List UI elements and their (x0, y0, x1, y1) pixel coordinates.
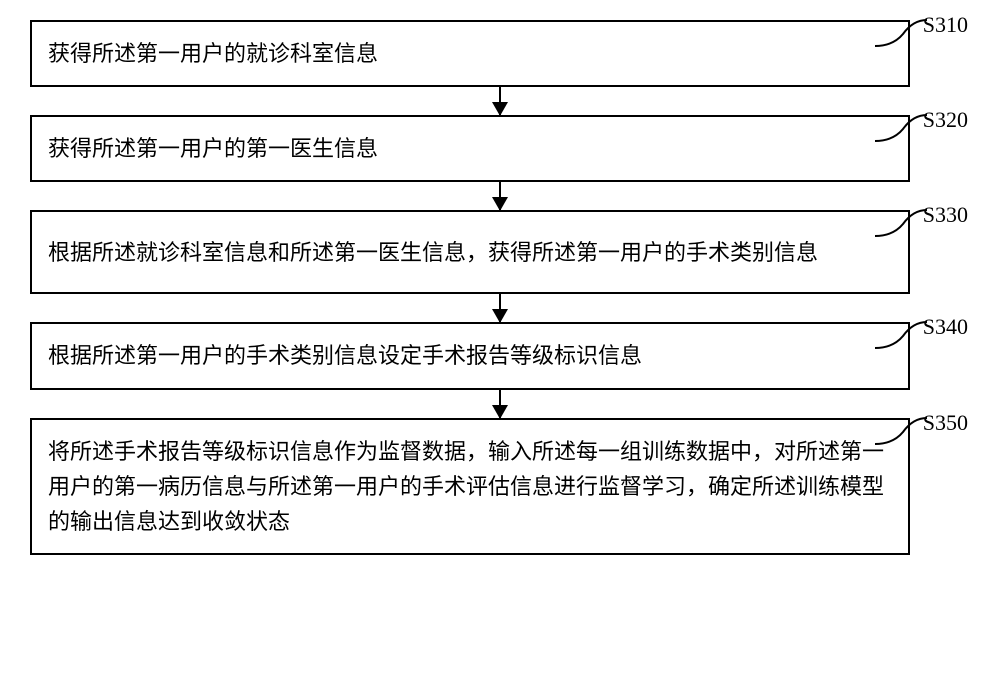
connector-curve-icon (875, 320, 930, 352)
step-s320-text: 获得所述第一用户的第一医生信息 (48, 131, 378, 166)
step-s330-text: 根据所述就诊科室信息和所述第一医生信息，获得所述第一用户的手术类别信息 (48, 235, 818, 270)
step-s310-label: S310 (923, 12, 968, 38)
flowchart-container: 获得所述第一用户的就诊科室信息 S310 获得所述第一用户的第一医生信息 S32… (30, 20, 970, 555)
step-s340-box: 根据所述第一用户的手术类别信息设定手术报告等级标识信息 (30, 322, 910, 389)
connector-curve-icon (875, 416, 930, 448)
step-s340-container: 根据所述第一用户的手术类别信息设定手术报告等级标识信息 S340 (30, 322, 970, 389)
connector-curve-icon (875, 208, 930, 240)
arrow-down-icon (499, 294, 501, 322)
arrow-4-wrapper (60, 390, 940, 418)
step-s350-box: 将所述手术报告等级标识信息作为监督数据，输入所述每一组训练数据中，对所述第一用户… (30, 418, 910, 556)
step-s350-connector: S350 (880, 418, 970, 448)
step-s330-connector: S330 (880, 210, 970, 240)
arrow-2-wrapper (60, 182, 940, 210)
step-s310-box: 获得所述第一用户的就诊科室信息 (30, 20, 910, 87)
step-s310-text: 获得所述第一用户的就诊科室信息 (48, 36, 378, 71)
step-s330-box: 根据所述就诊科室信息和所述第一医生信息，获得所述第一用户的手术类别信息 (30, 210, 910, 294)
step-s340-label: S340 (923, 314, 968, 340)
step-s350-text: 将所述手术报告等级标识信息作为监督数据，输入所述每一组训练数据中，对所述第一用户… (48, 434, 892, 540)
arrow-down-icon (499, 390, 501, 418)
step-s350-label: S350 (923, 410, 968, 436)
arrow-down-icon (499, 182, 501, 210)
arrow-3-wrapper (60, 294, 940, 322)
step-s310-container: 获得所述第一用户的就诊科室信息 S310 (30, 20, 970, 87)
step-s310-connector: S310 (880, 20, 970, 50)
step-s320-connector: S320 (880, 115, 970, 145)
step-s340-connector: S340 (880, 322, 970, 352)
connector-curve-icon (875, 18, 930, 50)
step-s330-container: 根据所述就诊科室信息和所述第一医生信息，获得所述第一用户的手术类别信息 S330 (30, 210, 970, 294)
step-s320-container: 获得所述第一用户的第一医生信息 S320 (30, 115, 970, 182)
step-s320-box: 获得所述第一用户的第一医生信息 (30, 115, 910, 182)
step-s330-label: S330 (923, 202, 968, 228)
step-s340-text: 根据所述第一用户的手术类别信息设定手术报告等级标识信息 (48, 338, 642, 373)
step-s320-label: S320 (923, 107, 968, 133)
arrow-down-icon (499, 87, 501, 115)
arrow-1-wrapper (60, 87, 940, 115)
step-s350-container: 将所述手术报告等级标识信息作为监督数据，输入所述每一组训练数据中，对所述第一用户… (30, 418, 970, 556)
connector-curve-icon (875, 113, 930, 145)
